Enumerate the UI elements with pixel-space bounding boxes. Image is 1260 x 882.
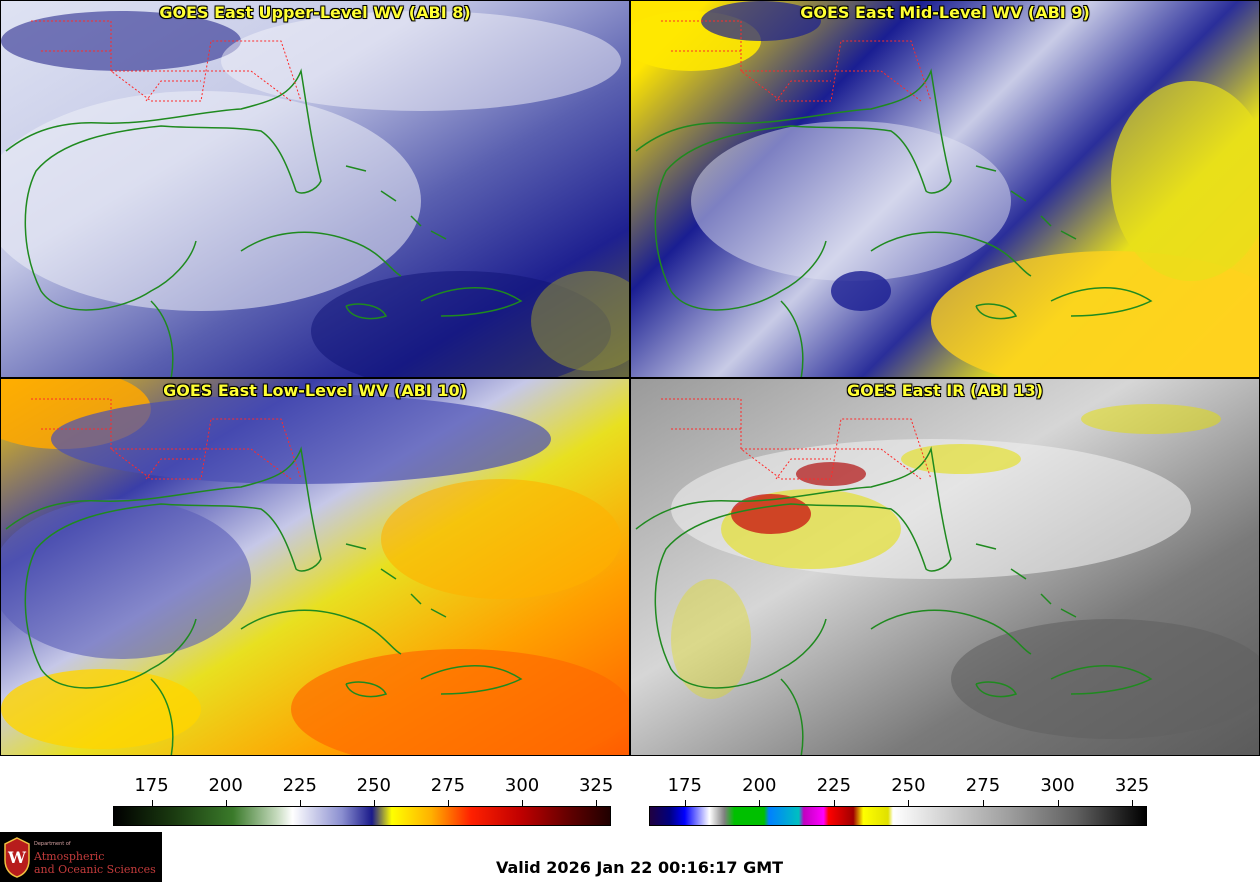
colorbar-tick-label: 250 [891, 775, 926, 796]
colorbar-tick-label: 200 [742, 775, 777, 796]
colorbar-tick-label: 250 [356, 775, 392, 796]
colorbar-tick [684, 800, 686, 806]
upper-level-wv-imagery [1, 1, 629, 377]
colorbar-tick [151, 800, 153, 806]
colorbar-tick-label: 325 [578, 775, 614, 796]
colorbar-tick-label: 300 [1040, 775, 1075, 796]
panel-title: GOES East IR (ABI 13) [846, 381, 1044, 400]
colorbar-tick-label: 325 [1114, 775, 1150, 796]
colorbar-tick-label: 275 [965, 775, 1001, 796]
colorbar-tick [299, 800, 301, 806]
panel-ir: GOES East IR (ABI 13) [630, 378, 1260, 756]
colorbar-tick-label: 300 [504, 775, 540, 796]
colorbar-gradient [649, 806, 1147, 826]
seal-letter: W [7, 848, 27, 867]
colorbar-tick [982, 800, 984, 806]
colorbar-tick [522, 800, 524, 806]
colorbar-tick-label: 275 [430, 775, 466, 796]
uw-seal-icon: W [4, 837, 30, 878]
panel-low-level-wv: GOES East Low-Level WV (ABI 10) [0, 378, 630, 756]
colorbar-tick [759, 800, 761, 806]
colorbar-tick-label: 200 [208, 775, 243, 796]
colorbar-gradient [113, 806, 611, 826]
panel-upper-level-wv: GOES East Upper-Level WV (ABI 8) [0, 0, 630, 378]
colorbar-tick-label: 175 [134, 775, 169, 796]
colorbar-tick [596, 800, 598, 806]
valid-time: Valid 2026 Jan 22 00:16:17 GMT [496, 858, 784, 877]
logo-line1: Atmospheric [34, 850, 105, 863]
colorbar-tick [908, 800, 910, 806]
aos-logo: W Department of Atmospheric and Oceanic … [0, 832, 162, 882]
colorbar-tick-label: 225 [282, 775, 317, 796]
low-level-wv-imagery [1, 379, 629, 755]
logo-line2: and Oceanic Sciences [34, 863, 156, 876]
colorbar-tick [1132, 800, 1134, 806]
mid-level-wv-imagery [631, 1, 1259, 377]
colorbar-tick [447, 800, 449, 806]
panel-title: GOES East Mid-Level WV (ABI 9) [800, 3, 1090, 22]
colorbar-tick-label: 225 [816, 775, 852, 796]
colorbar-tick-label: 175 [667, 775, 702, 796]
colorbar-tick [225, 800, 227, 806]
panel-title: GOES East Low-Level WV (ABI 10) [163, 381, 467, 400]
panel-mid-level-wv: GOES East Mid-Level WV (ABI 9) [630, 0, 1260, 378]
ir-imagery [631, 379, 1259, 755]
colorbar-tick [833, 800, 835, 806]
colorbar-tick [373, 800, 375, 806]
colorbar-tick [1057, 800, 1059, 806]
panel-title: GOES East Upper-Level WV (ABI 8) [159, 3, 471, 22]
logo-dept: Department of [34, 841, 71, 847]
